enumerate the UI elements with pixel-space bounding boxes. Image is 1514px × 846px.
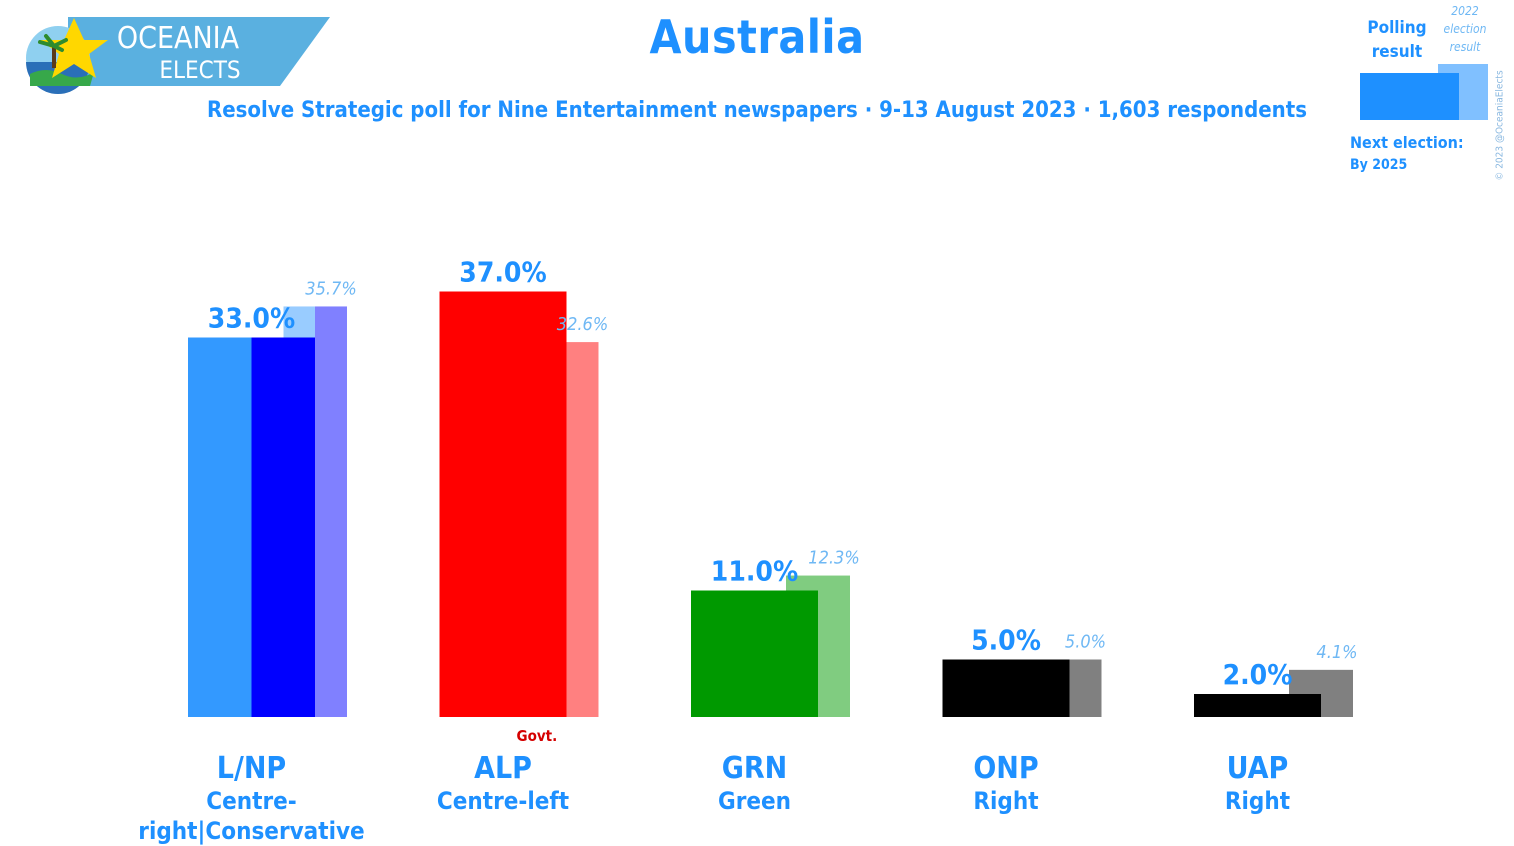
poll-value-label: 11.0% bbox=[711, 555, 798, 588]
party-label-grn: GRN Green bbox=[605, 752, 905, 816]
poll-bar-grn bbox=[691, 590, 818, 717]
election-value-label: 4.1% bbox=[1316, 642, 1357, 663]
next-election-value: By 2025 bbox=[1350, 157, 1408, 173]
party-ideology: Right bbox=[1224, 787, 1291, 815]
party-abbr: ONP bbox=[973, 751, 1039, 786]
poll-bar-lnp-b bbox=[251, 337, 315, 717]
legend-poll-swatch bbox=[1360, 73, 1459, 120]
party-ideology: Green bbox=[717, 787, 792, 815]
election-value-label: 35.7% bbox=[305, 278, 356, 299]
page-subtitle: Resolve Strategic poll for Nine Entertai… bbox=[206, 98, 1308, 123]
party-abbr: UAP bbox=[1226, 751, 1289, 786]
party-abbr: L/NP bbox=[216, 751, 287, 786]
election-value-label: 12.3% bbox=[808, 548, 859, 569]
party-label-alp: ALP Centre-left bbox=[353, 752, 653, 816]
party-label-uap: UAP Right bbox=[1108, 752, 1408, 816]
party-ideology: Centre-left bbox=[436, 787, 570, 815]
oceania-elects-logo: OCEANIA ELECTS bbox=[26, 17, 330, 94]
legend-graphic bbox=[1360, 64, 1488, 120]
poll-bar-uap bbox=[1194, 694, 1321, 717]
logo-line2: ELECTS bbox=[159, 56, 240, 84]
poll-bar-lnp bbox=[188, 337, 252, 717]
poll-bar-alp bbox=[439, 291, 567, 717]
party-abbr: ALP bbox=[474, 751, 532, 786]
election-value-label: 5.0% bbox=[1065, 632, 1106, 653]
election-bar-lnp-b bbox=[315, 306, 347, 717]
poll-value-label: 37.0% bbox=[459, 256, 546, 289]
legend-polling-label: Polling result bbox=[1367, 18, 1427, 62]
legend-election-label: 2022 election result bbox=[1443, 4, 1487, 54]
election-value-label: 32.6% bbox=[557, 314, 608, 335]
logo-line1: OCEANIA bbox=[117, 21, 240, 56]
page-title: Australia bbox=[649, 10, 865, 64]
party-ideology: Right bbox=[973, 787, 1039, 815]
party-abbr: GRN bbox=[721, 751, 788, 786]
poll-value-label: 2.0% bbox=[1223, 658, 1293, 691]
next-election-label: Next election: bbox=[1350, 133, 1464, 152]
poll-value-label: 5.0% bbox=[971, 624, 1041, 657]
party-label-lnp: L/NP Centre-right|Conservative bbox=[102, 752, 402, 846]
poll-bar-onp bbox=[942, 659, 1070, 717]
party-label-onp: ONP Right bbox=[856, 752, 1156, 816]
poll-value-label: 33.0% bbox=[208, 302, 295, 335]
party-ideology: Centre-right|Conservative bbox=[138, 787, 365, 845]
govt-badge: Govt. bbox=[516, 727, 558, 745]
